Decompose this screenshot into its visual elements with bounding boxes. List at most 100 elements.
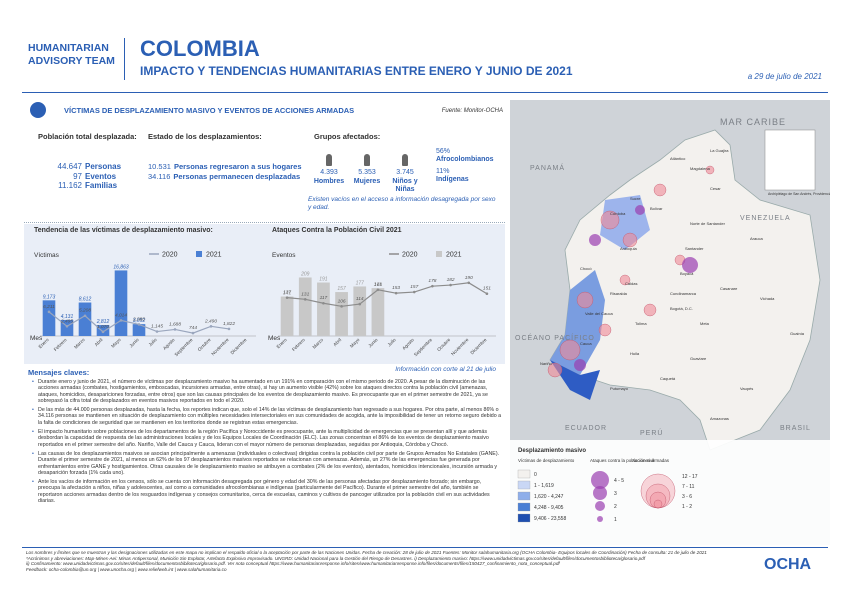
group-value: 4.393 [320, 169, 338, 176]
bar [298, 277, 312, 336]
groups-list: 4.393 Hombres 5.353 Mujeres 3.745 Niños y Niñ… [310, 154, 430, 194]
bar [78, 302, 92, 336]
map-label: Chocó [580, 266, 592, 271]
legend-swatch [517, 513, 531, 523]
status-label: Personas regresaron a sus hogares [173, 162, 302, 171]
source: Fuente: Monitor-OCHA [441, 108, 503, 114]
legend-text: Desplazamiento masivo [518, 448, 586, 454]
value-label: 182 [447, 277, 455, 283]
x-tick-label: Abril [332, 337, 342, 347]
value-label: 131 [301, 291, 309, 297]
value-label: 209 [300, 271, 310, 277]
map-label: Atlántico [670, 156, 686, 161]
legend-circle [591, 471, 609, 489]
x-tick-label: Agosto [162, 337, 176, 351]
value-label: 4,131 [61, 314, 74, 320]
map-label: Cundinamarca [670, 291, 697, 296]
bar [280, 296, 294, 336]
circles [547, 165, 715, 378]
groups-note: Existen vacíos en el acceso a informació… [308, 196, 496, 211]
point [340, 305, 343, 308]
x-tick-label: Septiembre [413, 337, 433, 357]
map-label: Cesar [710, 186, 721, 191]
x-tick-label: Mayo [349, 337, 361, 349]
chart-title: Ataques Contra la Población Civil 2021 [272, 227, 402, 234]
rule [22, 92, 828, 93]
status-value: 34.116 [148, 172, 171, 181]
legend-text: 4 - 5 [614, 478, 624, 484]
logo: OCHA [764, 556, 812, 573]
value-label: 141 [283, 291, 292, 297]
value-label: 1,070 [97, 324, 109, 330]
legend-text: 2 [614, 504, 617, 510]
legend-label: 2021 [206, 252, 222, 259]
value-label: 114 [356, 296, 364, 302]
legend-text: 1 - 1,619 [534, 483, 554, 489]
value-label: 2,812 [96, 319, 110, 325]
population-value: 44.647 [57, 162, 82, 171]
point [137, 323, 141, 326]
group-item: 3.745 Niños y Niñas [386, 154, 424, 195]
message: Ante los vacíos de información en los ce… [32, 479, 502, 504]
population-label: Familias [85, 181, 118, 190]
population-value: 11.162 [58, 181, 82, 190]
x-tick-label: Diciembre [469, 337, 487, 355]
x-tick-label: Diciembre [230, 337, 248, 355]
x-tick-label: Julio [147, 337, 158, 348]
legend-text: Acciones armadas [632, 458, 670, 463]
legend-text: 1,620 - 4,247 [534, 494, 564, 500]
date: a 29 de julio de 2021 [747, 72, 822, 81]
group-item: 4.393 Hombres [310, 154, 348, 186]
summary: VÍCTIMAS DE DESPLAZAMIENTO MASIVO Y EVEN… [24, 98, 505, 223]
legend-circle [593, 486, 607, 500]
bar [96, 325, 110, 336]
map-label: Nariño [540, 361, 553, 366]
status-label: Personas permanecen desplazadas [173, 172, 301, 181]
group-value: 5.353 [358, 169, 376, 176]
inset [764, 129, 816, 191]
legend-text: 1 [614, 517, 617, 523]
x-tick-label: Febrero [291, 337, 306, 352]
value-label: 171 [374, 282, 383, 288]
value-label: 1,688 [169, 321, 181, 327]
point [227, 327, 231, 331]
map-label: La Guajira [710, 148, 729, 153]
point [285, 296, 289, 299]
chart: Tendencia de las víctimas de desplazamie… [30, 227, 256, 357]
population-item: 44.647 Personas [38, 162, 148, 172]
messages: Durante enero y junio de 2021, el número… [32, 379, 502, 507]
population-item: 11.162 Familias [38, 181, 148, 191]
population-value: 97 [73, 171, 82, 181]
map-label: PERÚ [640, 428, 663, 437]
line [287, 282, 488, 307]
map-legend: Desplazamiento masivo Víctimas de desplaz… [517, 448, 698, 523]
legend-text: 1 - 2 [682, 504, 692, 510]
status-list: 10.531 Personas regresaron a sus hogares 3… [148, 162, 318, 182]
value-label: 2,495 [60, 318, 73, 324]
map-label: VENEZUELA [740, 215, 791, 222]
ethnic-list: 56% Afrocolombianos 11% Indígenas [436, 148, 506, 188]
rule [22, 547, 828, 548]
legend-text: Ataques contra la población civil [590, 458, 654, 463]
point [394, 291, 398, 295]
legend-label: 2020 [402, 252, 418, 259]
point [83, 314, 87, 318]
point [47, 310, 51, 314]
point [119, 319, 123, 322]
map-label: Santander [685, 246, 704, 251]
value-label: 9,173 [43, 294, 56, 300]
message: El impacto humanitario sobre poblaciones… [32, 429, 502, 448]
value-label: 16,863 [113, 264, 129, 270]
map-label: Archipiélago de San Andrés, Providencia … [768, 192, 830, 196]
population-title: Población total desplazada: [38, 132, 137, 141]
map-label: Bolívar [650, 206, 663, 211]
population-label: Personas [85, 162, 122, 171]
map-label: PANAMÁ [530, 163, 565, 172]
x-tick-label: Octubre [197, 337, 212, 352]
ethnic-item: 11% Indígenas [436, 168, 506, 184]
legend-swatch [517, 469, 531, 479]
legend-text: 4,248 - 9,405 [534, 505, 564, 511]
point [209, 325, 213, 328]
status-item: 10.531 Personas regresaron a sus hogares [148, 162, 318, 172]
